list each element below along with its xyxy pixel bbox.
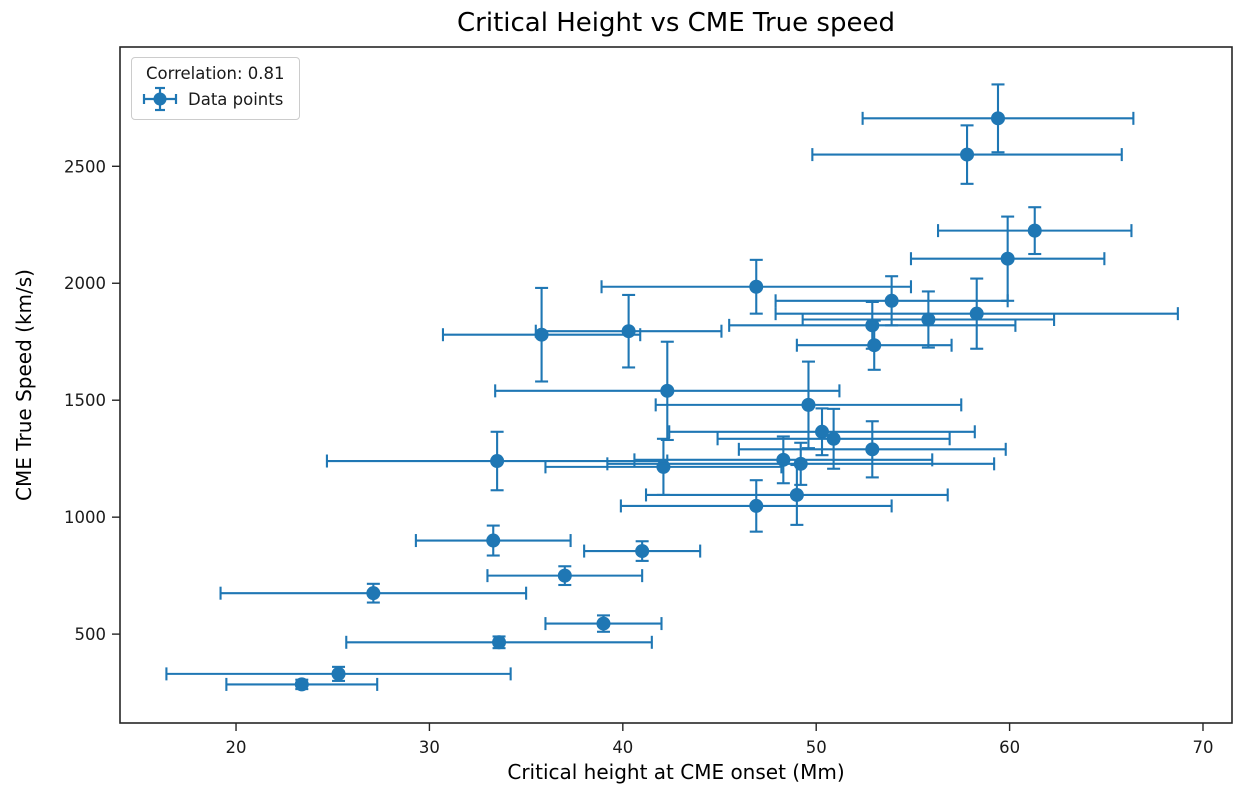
data-point-marker [826, 431, 841, 446]
data-point [494, 340, 841, 442]
x-tick-label: 30 [419, 738, 440, 757]
y-tick-label: 1000 [64, 508, 106, 527]
data-point-marker [366, 586, 381, 601]
y-tick-label: 1500 [64, 391, 106, 410]
data-point [325, 430, 669, 492]
data-point-marker [789, 487, 804, 502]
legend: Correlation: 0.81 Data points [131, 57, 300, 120]
data-point [654, 360, 963, 450]
data-point [441, 286, 642, 383]
data-point [165, 665, 512, 682]
data-point-marker [660, 383, 675, 398]
data-point [225, 677, 379, 692]
legend-series-label: Data points [188, 89, 284, 109]
data-point-marker [635, 544, 650, 559]
data-point [716, 407, 951, 470]
y-tick-label: 2000 [64, 274, 106, 293]
data-point-marker [815, 424, 830, 439]
data-point-marker [1027, 223, 1042, 238]
data-point-marker [867, 338, 882, 353]
data-point-marker [1000, 251, 1015, 266]
x-axis-label: Critical height at CME onset (Mm) [507, 760, 845, 784]
data-point-marker [921, 312, 936, 327]
plot-border [119, 46, 1233, 724]
data-point [345, 635, 653, 650]
data-point [728, 300, 1017, 350]
data-point [861, 83, 1135, 154]
x-tick-label: 70 [1192, 738, 1213, 757]
chart-title: Critical Height vs CME True speed [457, 8, 895, 38]
errorbar-marker-icon [142, 86, 178, 112]
data-point-marker [331, 666, 346, 681]
y-axis-label: CME True Speed (km/s) [12, 269, 36, 501]
data-point-marker [749, 498, 764, 513]
data-point-marker [865, 442, 880, 457]
legend-series-row: Data points [142, 86, 285, 112]
y-tick-label: 2500 [64, 157, 106, 176]
data-point [544, 614, 663, 633]
data-point-marker [801, 397, 816, 412]
data-point-marker [656, 459, 671, 474]
data-point [801, 290, 1056, 349]
data-point [633, 435, 934, 485]
data-point-marker [990, 111, 1005, 126]
data-point-marker [492, 635, 507, 650]
data-point [644, 463, 949, 526]
data-point-marker [884, 293, 899, 308]
x-tick-label: 40 [612, 738, 633, 757]
data-point-marker [534, 327, 549, 342]
data-point [909, 215, 1106, 302]
x-tick-label: 20 [226, 738, 247, 757]
legend-correlation-label: Correlation: 0.81 [146, 64, 285, 83]
data-point-marker [960, 147, 975, 162]
x-tick-label: 60 [999, 738, 1020, 757]
data-point [534, 293, 723, 369]
data-point-marker [490, 454, 505, 469]
data-point [795, 319, 953, 371]
data-point [811, 124, 1123, 185]
data-point-marker [596, 616, 611, 631]
data-point [737, 420, 1007, 479]
data-point [606, 441, 996, 486]
data-point [219, 582, 528, 604]
data-point [600, 258, 913, 315]
data-point [668, 407, 976, 457]
data-point [544, 437, 783, 496]
data-point-marker [486, 533, 501, 548]
data-point [486, 565, 644, 587]
data-point-marker [865, 318, 880, 333]
data-point [774, 277, 1179, 350]
x-tick-label: 50 [806, 738, 827, 757]
data-point-marker [294, 677, 309, 692]
data-point [619, 479, 893, 533]
data-point-marker [749, 279, 764, 294]
data-point [936, 206, 1133, 256]
data-point-marker [621, 324, 636, 339]
data-point-marker [557, 568, 572, 583]
data-point [414, 524, 572, 557]
data-point-marker [969, 306, 984, 321]
data-point [583, 540, 702, 562]
y-tick-label: 500 [75, 625, 107, 644]
